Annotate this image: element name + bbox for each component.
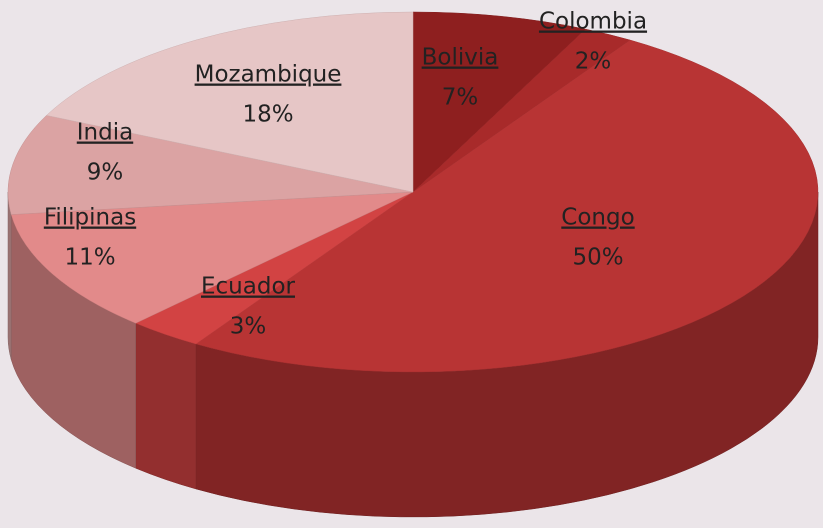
slice-label-name: Filipinas	[44, 205, 136, 231]
slice-label-value: 3%	[230, 314, 267, 340]
slice-label-value: 18%	[242, 102, 293, 128]
slice-label-value: 7%	[442, 85, 479, 111]
slice-side	[7, 191, 12, 360]
slice	[7, 115, 414, 215]
slice-side	[135, 322, 197, 490]
slice-label-name: Ecuador	[201, 274, 296, 300]
slice-label-value: 11%	[64, 245, 115, 271]
slice-label-value: 9%	[87, 160, 124, 186]
slice-label-value: 2%	[575, 49, 612, 75]
slice-label-name: Mozambique	[195, 62, 342, 88]
slice	[46, 11, 414, 193]
pie-sides	[7, 191, 819, 518]
slice-label-value: 50%	[572, 245, 623, 271]
pie-tops	[7, 11, 819, 373]
slice	[10, 191, 414, 324]
slice-label-name: India	[77, 120, 133, 146]
slice-label-name: Colombia	[539, 9, 647, 35]
slice	[412, 11, 586, 193]
slice	[195, 39, 819, 373]
slice-label-name: Congo	[561, 205, 634, 231]
labels: Bolivia 7% Colombia 2% Congo 50% Ecuador 3% Fili…	[44, 9, 647, 340]
slice-label-name: Bolivia	[422, 45, 499, 71]
